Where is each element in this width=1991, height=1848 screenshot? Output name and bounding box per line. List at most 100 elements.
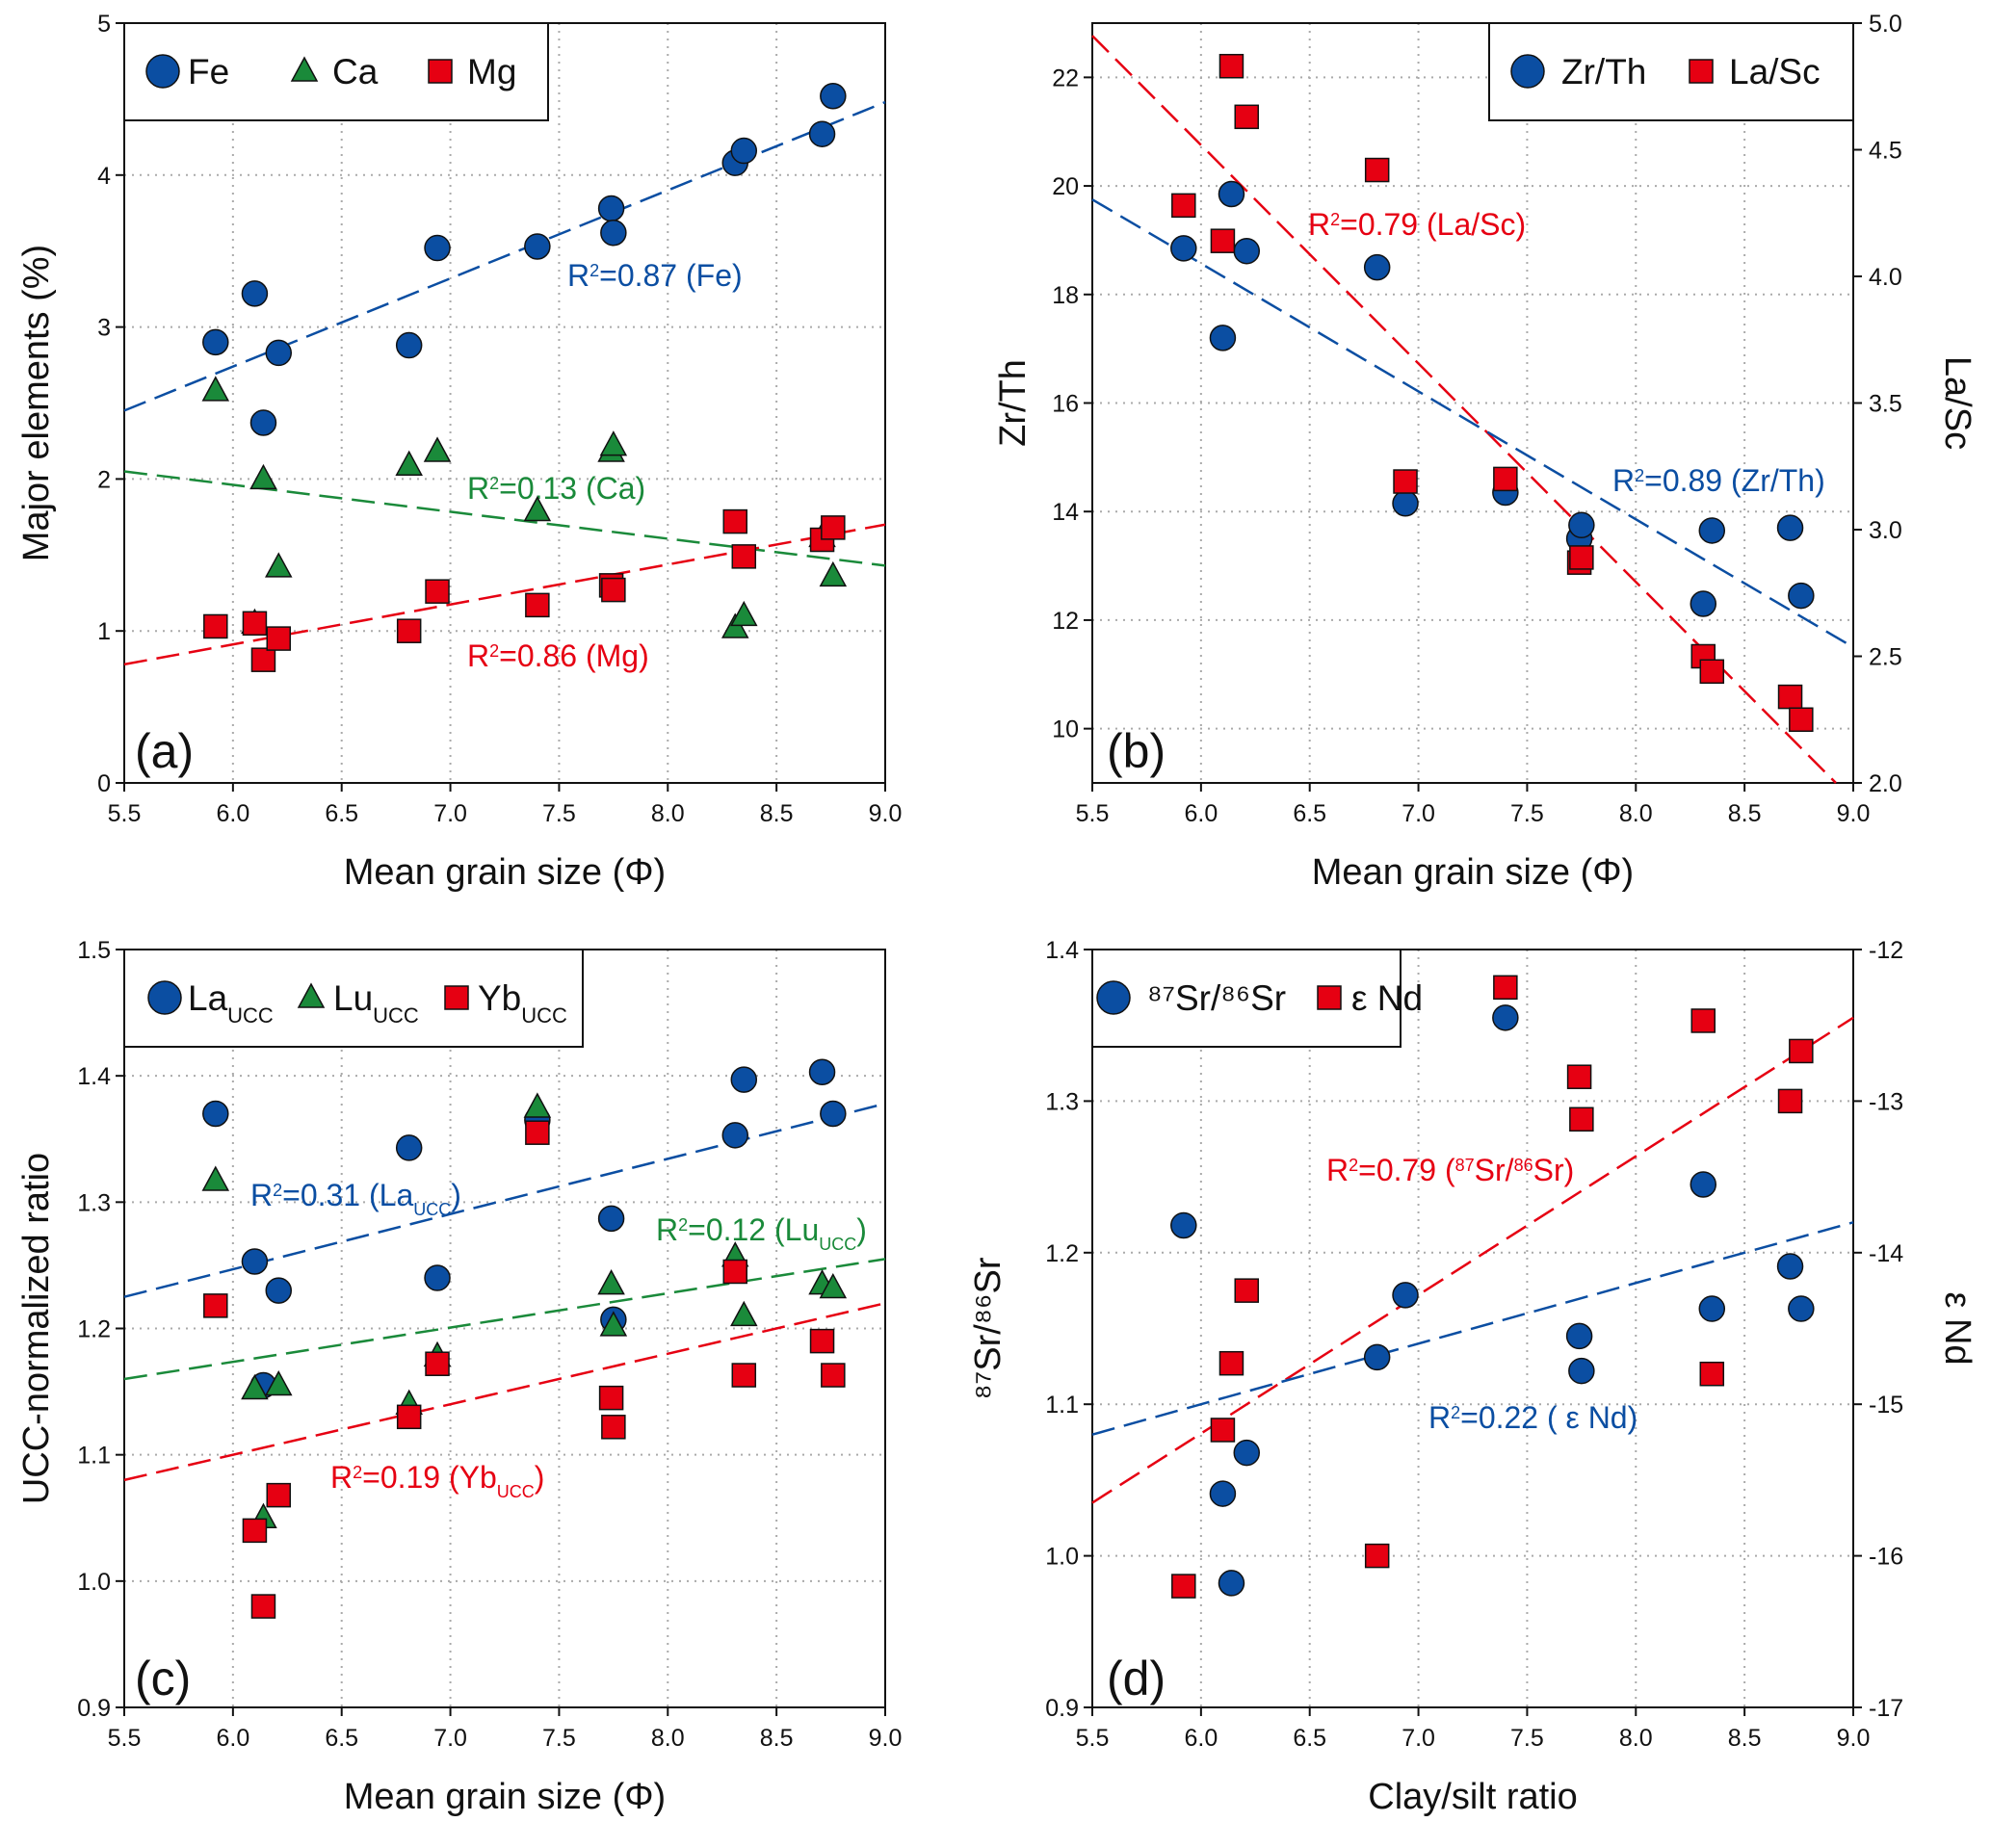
annotation-segment: ) xyxy=(856,1212,867,1247)
data-point-square xyxy=(821,515,846,540)
legend-label-text: Fe xyxy=(188,52,229,91)
legend-square-icon xyxy=(428,59,453,84)
annotation-segment: 86 xyxy=(1514,1156,1533,1175)
data-point-square xyxy=(1789,1038,1814,1064)
legend-circle-icon xyxy=(147,980,182,1015)
y-tick-label: 1.2 xyxy=(77,1316,111,1343)
y-tick-label: 16 xyxy=(1052,391,1079,418)
data-point-square xyxy=(722,508,748,534)
x-axis-label: Mean grain size (Φ) xyxy=(344,1777,666,1817)
x-tick-label: 8.5 xyxy=(1728,800,1762,827)
y-right-tick-label: 3.0 xyxy=(1869,517,1902,544)
annotation-segment: 2 xyxy=(678,1215,688,1235)
data-point-square xyxy=(1364,1543,1390,1569)
legend-label-subscript: UCC xyxy=(521,1003,567,1028)
data-point-square xyxy=(1218,1350,1244,1376)
annotation-segment: =0.13 (Ca) xyxy=(499,471,645,506)
data-point-triangle xyxy=(523,1092,552,1118)
annotation-segment: UCC xyxy=(497,1482,535,1501)
data-point-square xyxy=(601,1415,626,1440)
data-point-triangle xyxy=(819,1272,848,1299)
data-point-circle xyxy=(1565,1322,1593,1350)
y-right-tick-label: 5.0 xyxy=(1869,11,1902,38)
x-tick-label: 8.0 xyxy=(651,1725,685,1752)
x-tick-label: 9.0 xyxy=(869,1725,903,1752)
legend-label: ε Nd xyxy=(1351,978,1423,1018)
r-squared-annotation: R2=0.31 (LaUCC) xyxy=(250,1178,461,1219)
panel-label: (b) xyxy=(1107,724,1166,778)
y-tick-label: 5 xyxy=(97,11,111,38)
data-point-circle xyxy=(1492,1004,1519,1031)
data-point-circle xyxy=(395,1134,423,1161)
y-tick-label: 1.0 xyxy=(1045,1544,1079,1571)
data-point-circle xyxy=(1233,1439,1261,1467)
annotation-segment: UCC xyxy=(413,1200,451,1219)
annotation-segment: R xyxy=(250,1178,273,1212)
x-tick-label: 9.0 xyxy=(869,800,903,827)
legend-square-icon xyxy=(1689,59,1714,84)
data-point-triangle xyxy=(599,1311,628,1337)
y-right-tick-label: -14 xyxy=(1869,1240,1903,1267)
data-point-square xyxy=(1393,469,1418,494)
r-squared-annotation: R2=0.13 (Ca) xyxy=(467,471,645,506)
annotation-segment: =0.89 (Zr/Th) xyxy=(1644,463,1825,498)
annotation-segment: R xyxy=(467,471,489,506)
x-tick-label: 6.0 xyxy=(216,1725,249,1752)
legend-label: Zr/Th xyxy=(1561,52,1646,91)
y-axis-label: Major elements (%) xyxy=(16,245,57,561)
legend: ⁸⁷Sr/⁸⁶Sr ε Nd xyxy=(1091,949,1423,1048)
panel-label: (c) xyxy=(135,1652,191,1705)
legend-square-icon xyxy=(444,985,469,1010)
r-squared-annotation: R2=0.22 ( ε Nd) xyxy=(1428,1400,1637,1435)
data-point-circle xyxy=(202,1100,229,1128)
legend-label-text: Yb xyxy=(478,978,521,1018)
y-tick-label: 1.4 xyxy=(77,1063,111,1090)
data-point-circle xyxy=(730,1066,758,1093)
data-point-square xyxy=(1566,1064,1592,1089)
data-point-square xyxy=(809,1328,835,1354)
y-right-axis-label: ε Nd xyxy=(1937,1291,1978,1365)
legend-circle-icon xyxy=(145,54,180,89)
trendline xyxy=(123,523,886,666)
annotation-segment: R xyxy=(1308,207,1330,242)
data-point-square xyxy=(1364,157,1390,183)
y-tick-label: 1.3 xyxy=(1045,1088,1079,1115)
y-right-tick-label: -16 xyxy=(1869,1544,1903,1571)
data-point-circle xyxy=(808,120,836,147)
annotation-segment: R xyxy=(656,1212,678,1247)
data-point-circle xyxy=(597,195,625,222)
plot-frame xyxy=(1091,22,1854,784)
x-tick-label: 7.0 xyxy=(433,1725,467,1752)
legend-label: La/Sc xyxy=(1729,52,1821,91)
data-point-circle xyxy=(1170,1211,1197,1239)
x-tick-label: 5.5 xyxy=(108,800,142,827)
y-tick-label: 14 xyxy=(1052,499,1079,526)
data-point-circle xyxy=(1698,517,1726,544)
y-tick-label: 0.9 xyxy=(1045,1695,1079,1722)
x-tick-label: 7.5 xyxy=(542,1725,576,1752)
y-tick-label: 1.2 xyxy=(1045,1240,1079,1267)
data-point-triangle xyxy=(599,430,628,456)
trendline xyxy=(123,1302,886,1482)
data-point-circle xyxy=(1363,253,1391,281)
data-point-triangle xyxy=(249,463,277,490)
data-point-circle xyxy=(1218,1570,1245,1597)
data-point-circle xyxy=(808,1058,836,1085)
data-point-circle xyxy=(600,220,627,247)
data-point-circle xyxy=(1776,1253,1804,1280)
data-point-circle xyxy=(1698,1295,1726,1322)
y-right-tick-label: -17 xyxy=(1869,1695,1903,1722)
x-axis-label: Mean grain size (Φ) xyxy=(1312,852,1634,893)
data-point-square xyxy=(250,647,276,672)
data-point-square xyxy=(425,579,450,604)
legend-box xyxy=(1488,22,1854,121)
data-point-circle xyxy=(721,1122,749,1149)
annotation-segment: =0.19 (Yb xyxy=(362,1460,497,1495)
legend-label-text: Zr/Th xyxy=(1561,52,1646,91)
data-point-square xyxy=(1171,193,1196,219)
x-tick-label: 8.5 xyxy=(760,1725,794,1752)
data-point-circle xyxy=(241,1248,269,1275)
data-point-square xyxy=(598,1385,624,1411)
data-point-circle xyxy=(1568,1357,1595,1385)
legend-label-text: La/Sc xyxy=(1729,52,1821,91)
